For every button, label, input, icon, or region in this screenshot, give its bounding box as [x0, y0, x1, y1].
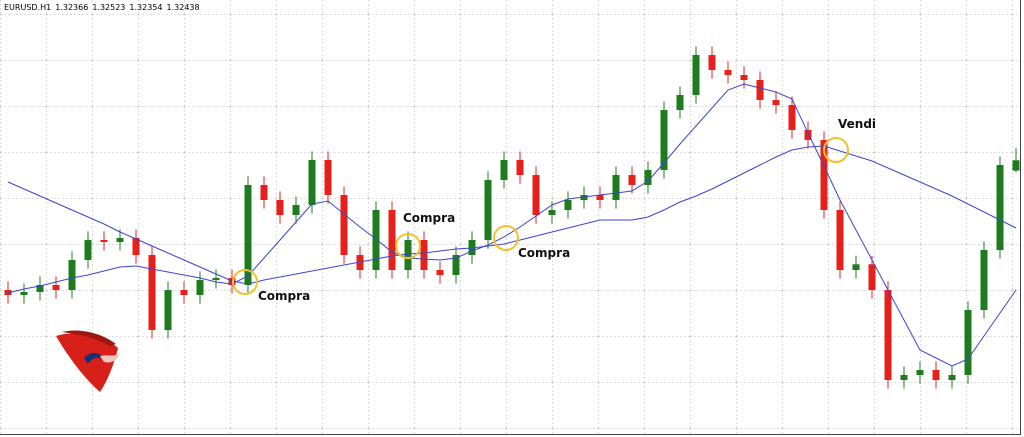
annotation-circle: [493, 225, 519, 251]
candle-body: [788, 105, 796, 130]
candle-body: [196, 280, 204, 295]
annotation-label: Compra: [518, 246, 570, 260]
candle-body: [500, 160, 508, 180]
candle-body: [436, 270, 444, 275]
candle-body: [276, 200, 284, 215]
annotation-label: Compra: [403, 211, 455, 225]
header: EURUSD.H1 1.32366 1.32523 1.32354 1.32438: [4, 3, 200, 12]
annotation-label: Vendi: [838, 117, 876, 131]
candle-body: [756, 80, 764, 100]
candle-body: [308, 160, 316, 205]
annotation-circle: [823, 137, 849, 163]
candle-body: [948, 375, 956, 380]
candle-body: [516, 160, 524, 175]
candle-body: [116, 238, 124, 242]
candle-body: [676, 95, 684, 110]
candle-body: [180, 290, 188, 295]
candle-body: [388, 210, 396, 270]
candle-body: [660, 110, 668, 170]
candle-body: [1012, 160, 1020, 171]
candle-body: [612, 175, 620, 200]
candle-body: [260, 185, 268, 200]
annotation-circle: [232, 269, 258, 295]
candle-body: [996, 165, 1004, 250]
candle-body: [724, 70, 732, 75]
candle-body: [964, 310, 972, 375]
candle-body: [916, 370, 924, 375]
candle-body: [292, 205, 300, 215]
annotation-circle: [395, 233, 421, 259]
candles: [4, 46, 1020, 389]
candle-body: [980, 250, 988, 310]
candle-body: [548, 210, 556, 215]
candle-body: [36, 285, 44, 292]
moving-average: [7, 83, 1017, 367]
candle-body: [68, 260, 76, 290]
candle-body: [100, 240, 108, 242]
candle-body: [820, 140, 828, 210]
candle-body: [132, 238, 140, 255]
candle-body: [212, 278, 220, 280]
candle-body: [708, 55, 716, 70]
candle-body: [772, 100, 780, 105]
candle-body: [20, 292, 28, 295]
candle-body: [452, 255, 460, 275]
annotation-label: Compra: [258, 289, 310, 303]
candle-body: [900, 375, 908, 380]
candle-body: [84, 240, 92, 260]
candle-body: [532, 175, 540, 215]
candle-body: [420, 240, 428, 270]
candle-body: [324, 160, 332, 195]
candle-body: [372, 210, 380, 270]
candle-body: [404, 240, 412, 270]
candle-body: [836, 210, 844, 270]
header-high: 1.32523: [92, 3, 125, 12]
candle-body: [340, 195, 348, 255]
candle-body: [164, 290, 172, 330]
candle-body: [868, 264, 876, 290]
candle-body: [884, 290, 892, 380]
candle-body: [692, 55, 700, 95]
logo: [56, 330, 120, 392]
candle-body: [52, 285, 60, 290]
candle-body: [596, 195, 604, 200]
candle-body: [484, 180, 492, 240]
header-close: 1.32438: [167, 3, 200, 12]
candle-body: [644, 170, 652, 185]
header-low: 1.32354: [129, 3, 162, 12]
candle-body: [740, 75, 748, 80]
candle-body: [628, 175, 636, 185]
candle-body: [244, 185, 252, 285]
candle-body: [148, 255, 156, 330]
header-open: 1.32366: [55, 3, 88, 12]
candle-body: [852, 264, 860, 270]
candle-body: [564, 200, 572, 210]
candle-body: [804, 130, 812, 140]
symbol: EURUSD.H1: [4, 3, 51, 12]
candle-body: [932, 370, 940, 380]
